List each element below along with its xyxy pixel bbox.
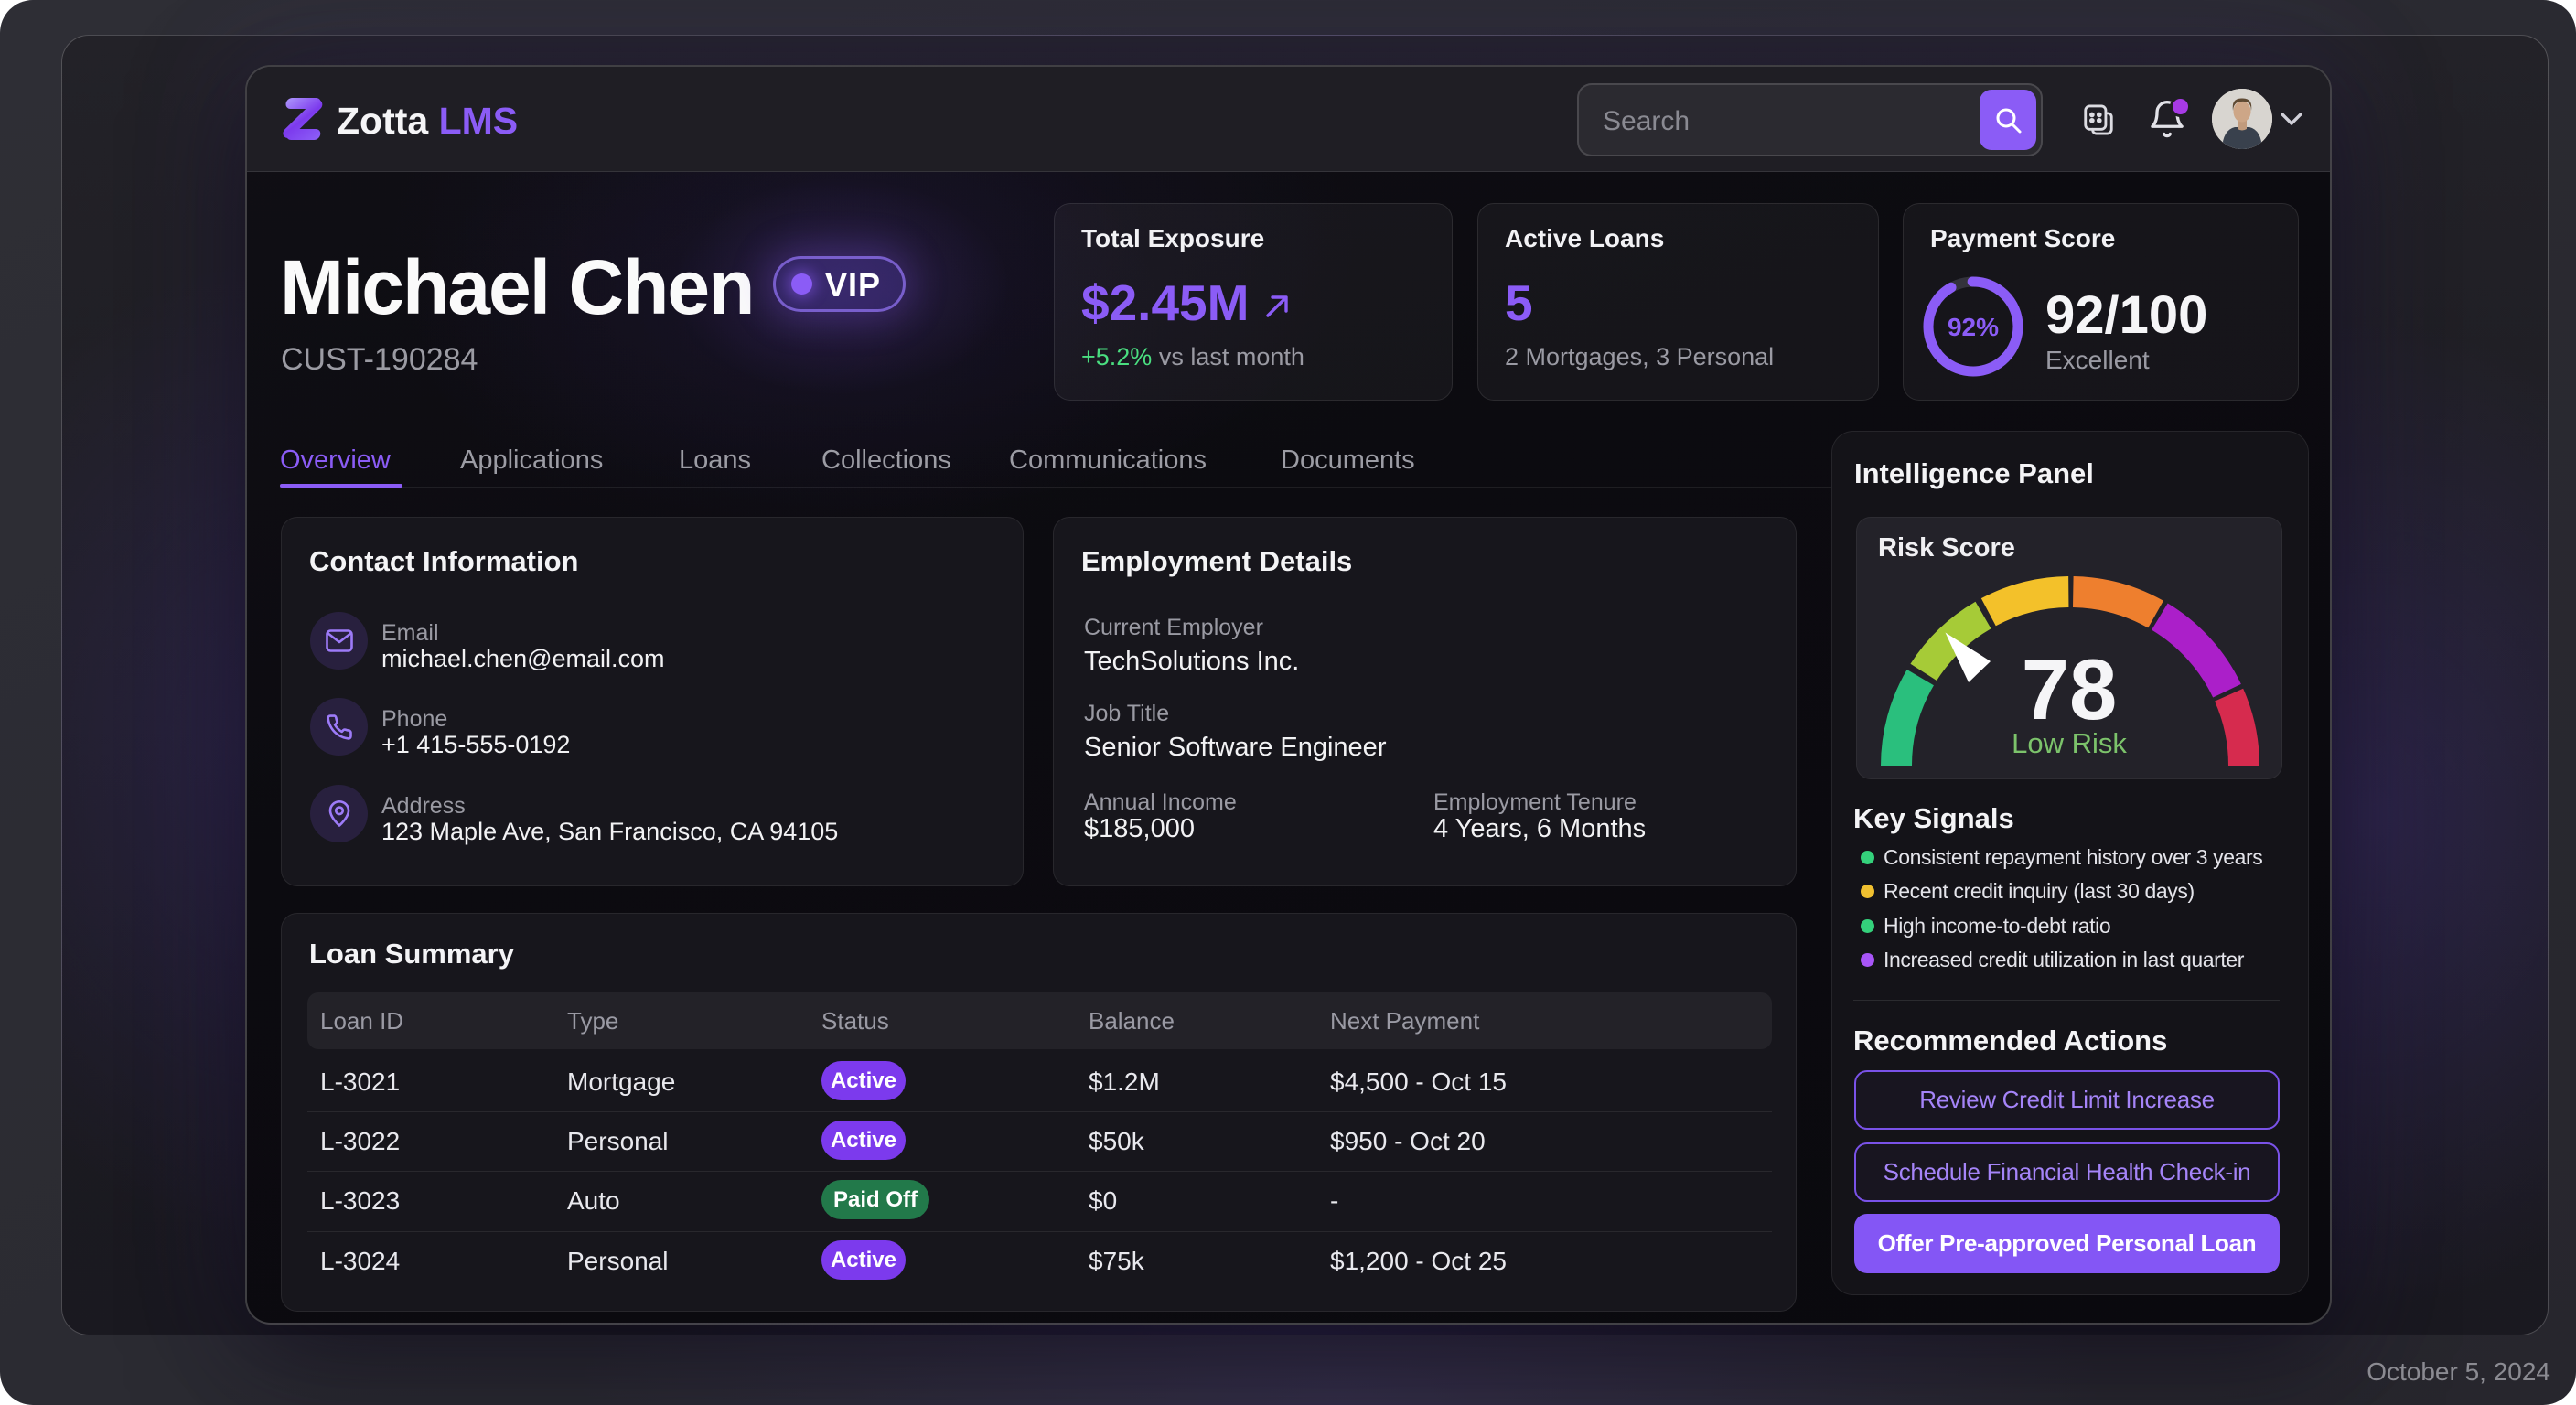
- svg-text:92%: 92%: [1948, 313, 1999, 341]
